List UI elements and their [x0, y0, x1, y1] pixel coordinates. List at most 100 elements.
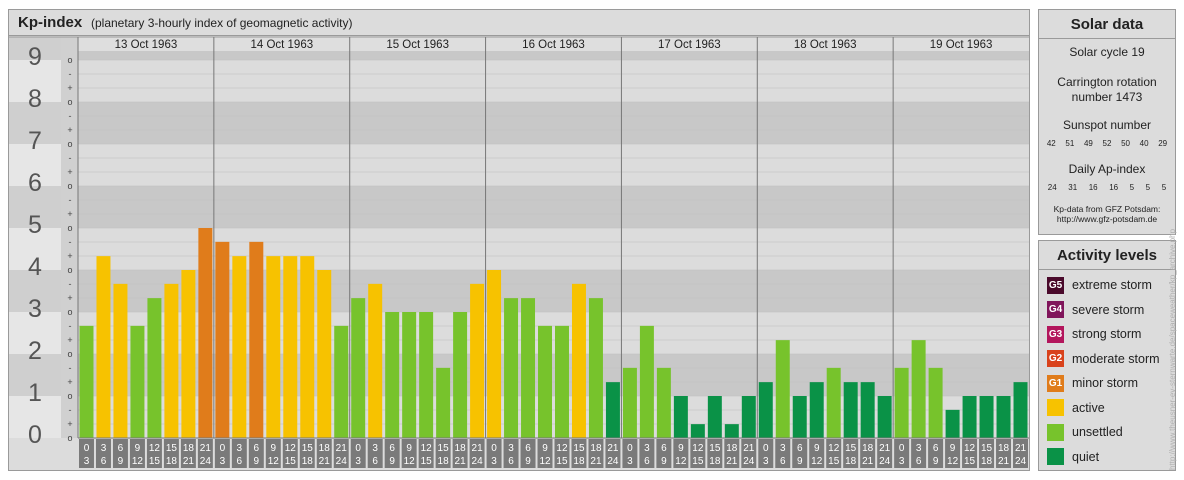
kp-bar [351, 298, 366, 438]
y-axis-cell [9, 396, 61, 438]
interval-cell [452, 439, 468, 468]
thirds-tick-label: o [67, 265, 72, 275]
interval-cell [299, 439, 315, 468]
thirds-tick-label: o [67, 307, 72, 317]
y-tick-label: 7 [28, 127, 42, 155]
legend-swatch [1047, 423, 1064, 441]
interval-start-label: 9 [406, 443, 412, 454]
kp-bar [317, 270, 332, 438]
interval-cell [707, 439, 723, 468]
thirds-tick-label: + [67, 167, 72, 177]
interval-start-label: 12 [964, 443, 976, 454]
kp-bar [283, 256, 298, 438]
interval-cell [588, 439, 604, 468]
kp-bar [266, 256, 281, 438]
interval-end-label: 12 [539, 456, 551, 467]
ap-value: 5 [1145, 183, 1151, 192]
interval-end-label: 21 [319, 456, 331, 467]
interval-start-label: 0 [84, 443, 90, 454]
interval-end-label: 3 [491, 456, 497, 467]
interval-start-label: 3 [644, 443, 650, 454]
kp-bar [181, 270, 196, 438]
interval-start-label: 9 [678, 443, 684, 454]
y-tick-label: 4 [28, 253, 42, 281]
kp-bar [147, 298, 162, 438]
interval-start-label: 3 [372, 443, 378, 454]
divider [1039, 269, 1175, 270]
interval-end-label: 18 [981, 456, 993, 467]
kp-bar [945, 409, 960, 438]
interval-end-label: 9 [118, 456, 124, 467]
legend-swatch: G2 [1047, 350, 1064, 367]
interval-cell [316, 439, 332, 468]
interval-start-label: 15 [302, 443, 314, 454]
ap-title: Daily Ap-index [1068, 162, 1146, 176]
sunspot-values: 42 51 49 52 50 40 29 [1039, 139, 1175, 148]
kp-bar [775, 340, 790, 438]
interval-start-label: 6 [661, 443, 667, 454]
kp-bar [928, 367, 943, 438]
thirds-tick-label: + [67, 293, 72, 303]
interval-cell [520, 439, 536, 468]
kp-bar [470, 283, 485, 438]
ap-value: 16 [1109, 183, 1119, 192]
ap-value: 16 [1088, 183, 1098, 192]
kp-bar [300, 256, 315, 438]
kp-bar [758, 382, 773, 438]
carrington-line1: Carrington rotation [1057, 75, 1157, 89]
interval-end-label: 15 [828, 456, 840, 467]
interval-cell [860, 439, 876, 468]
date-label: 16 Oct 1963 [522, 39, 585, 51]
interval-end-label: 24 [879, 456, 891, 467]
interval-end-label: 15 [964, 456, 976, 467]
interval-cell [333, 439, 349, 468]
interval-start-label: 12 [556, 443, 568, 454]
interval-cell [469, 439, 485, 468]
interval-end-label: 12 [947, 456, 959, 467]
kp-bar [385, 312, 400, 438]
interval-end-label: 12 [268, 456, 280, 467]
interval-cell [877, 439, 893, 468]
thirds-tick-label: - [69, 69, 72, 79]
date-label: 13 Oct 1963 [115, 39, 178, 51]
interval-end-label: 9 [661, 456, 667, 467]
kp-bar [249, 241, 264, 438]
grid-band [78, 102, 1029, 144]
kp-bar [96, 256, 111, 438]
thirds-tick-label: + [67, 83, 72, 93]
legend-item: G5 extreme storm [1047, 276, 1152, 294]
interval-end-label: 21 [590, 456, 602, 467]
interval-end-label: 21 [726, 456, 738, 467]
y-axis-cell [9, 144, 61, 186]
kp-bar [555, 325, 569, 438]
legend-label: minor storm [1072, 376, 1138, 390]
interval-start-label: 12 [149, 443, 161, 454]
interval-start-label: 21 [472, 443, 484, 454]
thirds-tick-label: + [67, 419, 72, 429]
date-label: 15 Oct 1963 [386, 39, 449, 51]
date-label: 14 Oct 1963 [250, 39, 313, 51]
y-axis-cell [9, 102, 61, 144]
y-tick-label: 6 [28, 169, 42, 197]
interval-start-label: 6 [525, 443, 531, 454]
source-link[interactable]: http://www.gfz-potsdam.de [1056, 214, 1158, 224]
y-tick-label: 5 [28, 211, 42, 239]
legend-item: G1 minor storm [1047, 374, 1138, 392]
interval-cell [605, 439, 621, 468]
interval-end-label: 15 [149, 456, 161, 467]
interval-start-label: 15 [845, 443, 857, 454]
interval-start-label: 3 [101, 443, 107, 454]
chart-subtitle: (planetary 3-hourly index of geomagnetic… [91, 16, 353, 30]
interval-start-label: 21 [879, 443, 891, 454]
interval-end-label: 12 [132, 456, 144, 467]
grid-band [78, 60, 1029, 102]
sunspot-value: 40 [1139, 139, 1149, 148]
thirds-tick-label: o [67, 433, 72, 443]
kp-bar [1013, 382, 1028, 438]
kp-chart-panel: Kp-index (planetary 3-hourly index of ge… [8, 9, 1030, 471]
interval-end-label: 24 [743, 456, 755, 467]
interval-start-label: 15 [438, 443, 450, 454]
interval-cell [537, 439, 553, 468]
interval-end-label: 9 [389, 456, 395, 467]
interval-end-label: 6 [916, 456, 922, 467]
